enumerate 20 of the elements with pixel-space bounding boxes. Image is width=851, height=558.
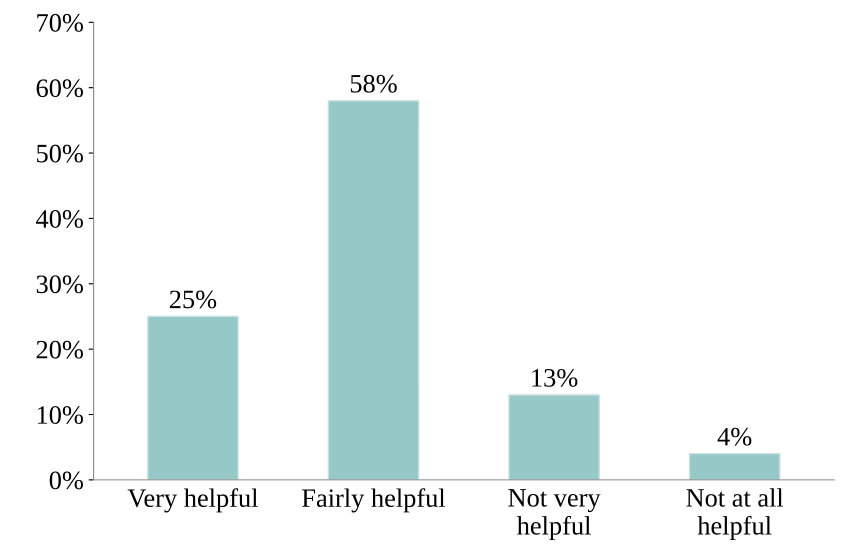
- y-tick-label: 60%: [36, 79, 83, 98]
- bar: [508, 394, 600, 480]
- bar: [688, 453, 780, 480]
- x-tick-label: Very helpful: [128, 488, 258, 512]
- data-label: 25%: [170, 290, 216, 308]
- x-tick-label: Not very helpful: [508, 489, 601, 540]
- y-tick-label: 40%: [36, 210, 83, 228]
- y-tick-label: 30%: [36, 275, 83, 294]
- bar: [147, 316, 239, 480]
- y-tick-label: 20%: [36, 340, 83, 359]
- data-label: 58%: [350, 74, 397, 93]
- x-tick-label: Fairly helpful: [302, 488, 446, 512]
- y-tick-label: 10%: [38, 406, 83, 424]
- y-tick-label: 50%: [37, 144, 83, 163]
- y-tick-label: 70%: [37, 14, 83, 32]
- x-tick-label: Not at all helpful: [686, 488, 784, 540]
- data-label: 4%: [718, 428, 752, 446]
- data-label: 13%: [532, 368, 578, 387]
- bar: [328, 100, 420, 480]
- y-tick-label: 0%: [50, 471, 83, 490]
